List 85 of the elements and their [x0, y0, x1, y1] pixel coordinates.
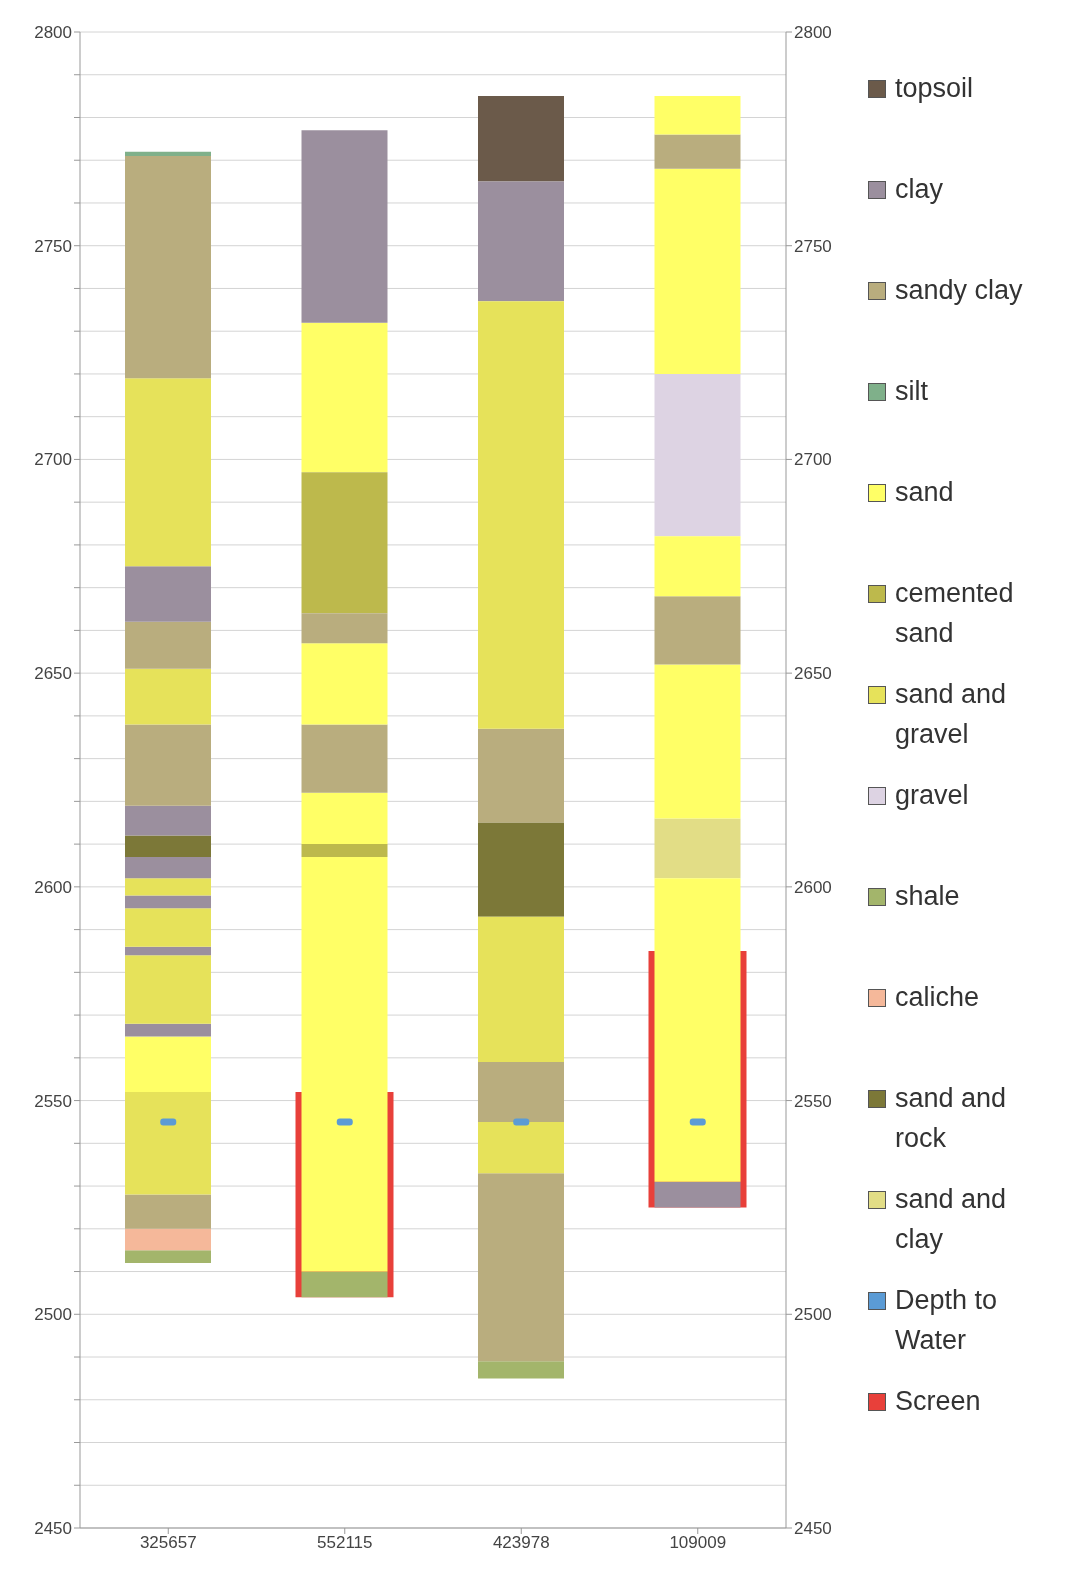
legend-label: Depth to Water: [895, 1284, 999, 1357]
legend-label: sand and rock: [895, 1082, 1008, 1155]
bar: [301, 724, 388, 793]
bar: [654, 664, 741, 819]
y2-tick-label: 2750: [794, 236, 832, 256]
bar: [125, 856, 211, 879]
bar: [478, 181, 564, 302]
bar: [125, 724, 211, 806]
legend-label: sandy clay: [895, 274, 1023, 307]
y-tick-label: 2750: [34, 236, 72, 256]
legend-label: silt: [895, 375, 928, 408]
bar: [125, 878, 211, 896]
y2-tick-label: 2600: [794, 877, 832, 897]
y-tick-label: 2600: [34, 877, 72, 897]
bar: [125, 1023, 211, 1037]
bar: [654, 818, 741, 879]
bar: [478, 1361, 564, 1379]
y-tick-label: 2700: [34, 450, 72, 470]
y2-tick-label: 2450: [794, 1519, 832, 1539]
legend-label: sand and gravel: [895, 678, 1008, 751]
y2-tick-label: 2650: [794, 664, 832, 684]
bar: [125, 895, 211, 909]
bar: [125, 1194, 211, 1229]
y-tick-label: 2550: [34, 1091, 72, 1111]
bar: [478, 822, 564, 917]
legend-label: sand and clay: [895, 1183, 1008, 1256]
bar: [125, 805, 211, 836]
x-tick-label: 325657: [139, 1533, 197, 1553]
bar: [654, 168, 741, 374]
bar: [654, 96, 741, 135]
bar: [654, 536, 741, 597]
bar: [478, 916, 564, 1063]
bar: [125, 668, 211, 725]
x-tick-label: 423978: [492, 1533, 550, 1553]
legend-label: Screen: [895, 1385, 981, 1418]
bar: [301, 856, 388, 1272]
bar: [654, 596, 741, 665]
legend-label: gravel: [895, 779, 969, 812]
bar: [654, 1181, 741, 1208]
y-tick-label: 2450: [34, 1519, 72, 1539]
bar: [125, 908, 211, 947]
y-tick-label: 2500: [34, 1305, 72, 1325]
bar: [301, 130, 388, 323]
y2-tick-label: 2700: [794, 450, 832, 470]
legend-label: shale: [895, 880, 960, 913]
legend-label: cemented sand: [895, 577, 1015, 650]
bar: [125, 1036, 211, 1093]
bar: [125, 1228, 211, 1251]
x-tick-label: 552115: [317, 1533, 373, 1553]
bar: [654, 878, 741, 1182]
bar: [125, 566, 211, 622]
bar: [301, 792, 388, 845]
bar: [125, 621, 211, 669]
bar: [301, 844, 388, 857]
y-tick-label: 2800: [34, 23, 72, 43]
bar: [478, 301, 564, 729]
legend-label: sand: [895, 476, 954, 509]
bar: [478, 1173, 564, 1362]
bar: [125, 155, 211, 379]
bar: [478, 1121, 564, 1174]
bar: [125, 378, 211, 567]
bar: [125, 955, 211, 1024]
bar: [301, 613, 388, 644]
y2-tick-label: 2800: [794, 23, 832, 43]
y-tick-label: 2650: [34, 664, 72, 684]
bar: [301, 472, 388, 614]
legend-label: topsoil: [895, 72, 974, 105]
bar: [654, 373, 741, 537]
x-tick-label: 109009: [669, 1533, 727, 1553]
bar: [125, 151, 211, 156]
bar: [654, 134, 741, 169]
legend-label: clay: [895, 173, 944, 206]
bar: [125, 1250, 211, 1263]
y2-tick-label: 2500: [794, 1305, 832, 1325]
bar: [301, 322, 388, 473]
bar: [478, 1062, 564, 1122]
y2-tick-label: 2550: [794, 1091, 832, 1111]
legend-label: caliche: [895, 981, 980, 1014]
bar: [125, 1092, 211, 1195]
bar: [125, 835, 211, 857]
bar: [478, 728, 564, 823]
bar: [301, 643, 388, 725]
bar: [478, 96, 564, 182]
bar: [125, 946, 211, 956]
bar: [301, 1271, 388, 1298]
